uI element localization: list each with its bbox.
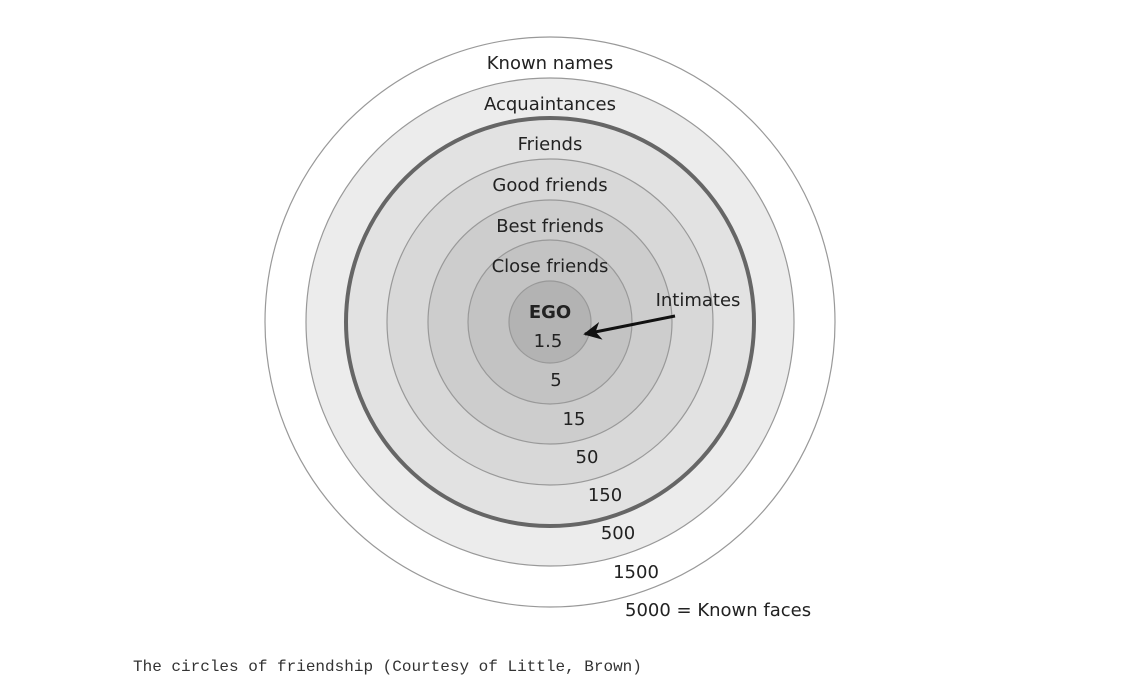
- arrow: [583, 314, 676, 340]
- ring-label: Acquaintances: [484, 94, 616, 115]
- labels: Known names Acquaintances Friends Good frie…: [484, 53, 659, 583]
- caption: The circles of friendship (Courtesy of L…: [133, 658, 642, 676]
- count-label: 50: [576, 447, 599, 468]
- ring-label: Close friends: [492, 256, 609, 277]
- ring-label: Good friends: [492, 175, 607, 196]
- rings: [264, 36, 836, 608]
- ego-label: EGO: [529, 302, 571, 323]
- count-label: 1.5: [534, 331, 563, 352]
- known-faces-label: 5000 = Known faces: [625, 600, 811, 621]
- intimates-label: Intimates: [656, 290, 741, 311]
- count-label: 15: [563, 409, 586, 430]
- ring-label: Friends: [518, 134, 583, 155]
- count-label: 5: [550, 370, 561, 391]
- ring-label: Best friends: [496, 216, 604, 237]
- count-label: 150: [588, 485, 622, 506]
- ring-label: Known names: [487, 53, 614, 74]
- count-label: 500: [601, 523, 635, 544]
- count-label: 1500: [613, 562, 659, 583]
